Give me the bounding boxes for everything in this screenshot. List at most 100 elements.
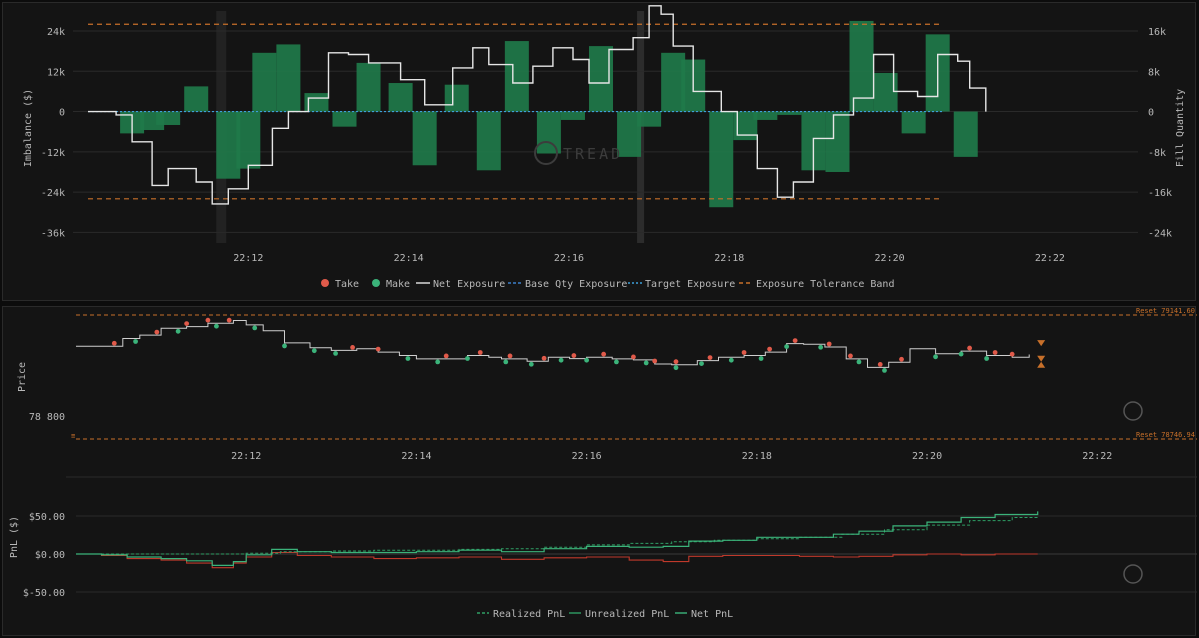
imbalance-panel: 24k 12k 0 -12k -24k -36k 16k 8k 0 -8k -16k -24k 22:1… (2, 2, 1196, 301)
x-tick-label: 22:12 (233, 253, 263, 264)
x-tick-label: 22:12 (231, 451, 261, 462)
imbalance-bar (709, 111, 734, 208)
imbalance-bar (156, 111, 181, 125)
imbalance-bar (504, 41, 529, 112)
reset-low-label: Reset 78746.94 (1136, 431, 1195, 439)
imbalance-bar (953, 111, 978, 157)
make-fill-point (435, 359, 441, 365)
make-fill-point (405, 356, 411, 361)
y2-tick-label: -8k (1148, 148, 1166, 159)
end-marker-icon (1037, 355, 1046, 368)
imbalance-bar (536, 111, 561, 154)
y-tick-label: -24k (41, 188, 65, 199)
take-fill-point (350, 345, 355, 350)
pnl-axis-title: PnL ($) (9, 516, 20, 558)
x-tick-label: 22:22 (1035, 253, 1065, 264)
take-fill-point (111, 340, 117, 346)
y-tick-label: -12k (41, 148, 65, 159)
price-line (76, 320, 1030, 368)
price-y-tick: 78 800 (29, 412, 65, 423)
imbalance-bar (276, 44, 301, 112)
make-fill-point (528, 361, 534, 367)
legend-item: Target Exposure (628, 279, 735, 290)
imbalance-bar (476, 111, 501, 171)
take-fill-point (1009, 351, 1015, 357)
logo-icon (1123, 564, 1143, 584)
imbalance-bar (617, 111, 642, 157)
legend-item: Realized PnL (477, 609, 565, 620)
legend-label: Base Qty Exposure (525, 279, 627, 290)
take-fill-point (848, 353, 853, 359)
take-fill-point (877, 362, 883, 367)
make-fill-point (673, 365, 679, 371)
legend-item: Make (372, 279, 410, 290)
legend-label: Net Exposure (433, 279, 505, 290)
legend-marker (321, 279, 329, 287)
imbalance-bar (332, 111, 357, 127)
legend-label: Target Exposure (645, 279, 735, 290)
take-fill-point (507, 353, 513, 359)
y2-axis-title: Fill Quantity (1175, 89, 1186, 167)
y2-tick-label: 16k (1148, 27, 1166, 38)
x-tick-label: 22:20 (912, 451, 942, 462)
legend-label: Unrealized PnL (585, 609, 669, 620)
imbalance-bar (849, 20, 874, 112)
take-fill-point (601, 351, 607, 357)
make-fill-point (933, 354, 938, 360)
y-tick-label: 12k (47, 67, 65, 78)
x-tick-label: 22:16 (572, 451, 602, 462)
take-fill-point (767, 346, 773, 352)
make-fill-point (643, 360, 649, 366)
imbalance-bar (252, 52, 277, 112)
legend-item: Net Exposure (416, 279, 505, 290)
imbalance-bar (356, 62, 381, 112)
y2-tick-label: -24k (1148, 228, 1172, 239)
legend-label: Realized PnL (493, 609, 565, 620)
make-fill-point (333, 351, 338, 356)
take-fill-point (673, 359, 679, 365)
net-exposure-line (88, 5, 987, 205)
end-marker-icon (1037, 340, 1046, 347)
make-fill-point (584, 357, 590, 363)
make-fill-point (175, 328, 181, 334)
take-fill-point (443, 353, 449, 359)
x-tick-label: 22:18 (714, 253, 744, 264)
x-tick-label: 22:16 (554, 253, 584, 264)
take-fill-point (205, 317, 211, 323)
make-fill-point (282, 343, 287, 349)
x-tick-label: 22:20 (875, 253, 905, 264)
take-fill-point (741, 350, 747, 355)
imbalance-bar (661, 52, 686, 112)
make-fill-point (311, 348, 317, 354)
price-axis-title: Price (17, 362, 28, 392)
take-fill-point (154, 329, 160, 335)
watermark-text: TREAD (563, 145, 623, 163)
legend-label: Take (335, 279, 359, 290)
realized-pnl-line (76, 516, 1039, 555)
take-fill-point (477, 350, 483, 355)
pnl-y-tick: $0.00 (35, 550, 65, 561)
take-fill-point (652, 358, 658, 364)
make-fill-point (614, 359, 619, 365)
take-fill-point (541, 355, 547, 361)
imbalance-bar (777, 111, 802, 115)
make-fill-point (699, 361, 704, 366)
price-pnl-chart: Reset 79141.60 Reset 78746.94 ≡ 78 800 Price… (9, 307, 1197, 620)
make-fill-point (503, 359, 509, 365)
take-fill-point (375, 346, 381, 352)
make-fill-point (856, 359, 862, 365)
x-tick-label: 22:22 (1082, 451, 1112, 462)
make-fill-point (133, 339, 138, 344)
net-pnl-line (76, 511, 1039, 566)
imbalance-bar (901, 111, 926, 134)
watermark-logo-icon (534, 141, 558, 165)
y2-tick-label: -16k (1148, 188, 1172, 199)
make-fill-point (758, 356, 764, 361)
x-tick-label: 22:14 (401, 451, 431, 462)
x-tick-label: 22:14 (394, 253, 424, 264)
imbalance-bar (637, 111, 662, 127)
take-fill-point (226, 317, 232, 323)
take-fill-point (792, 338, 798, 343)
legend-item: Base Qty Exposure (508, 279, 627, 290)
take-fill-point (992, 350, 998, 355)
